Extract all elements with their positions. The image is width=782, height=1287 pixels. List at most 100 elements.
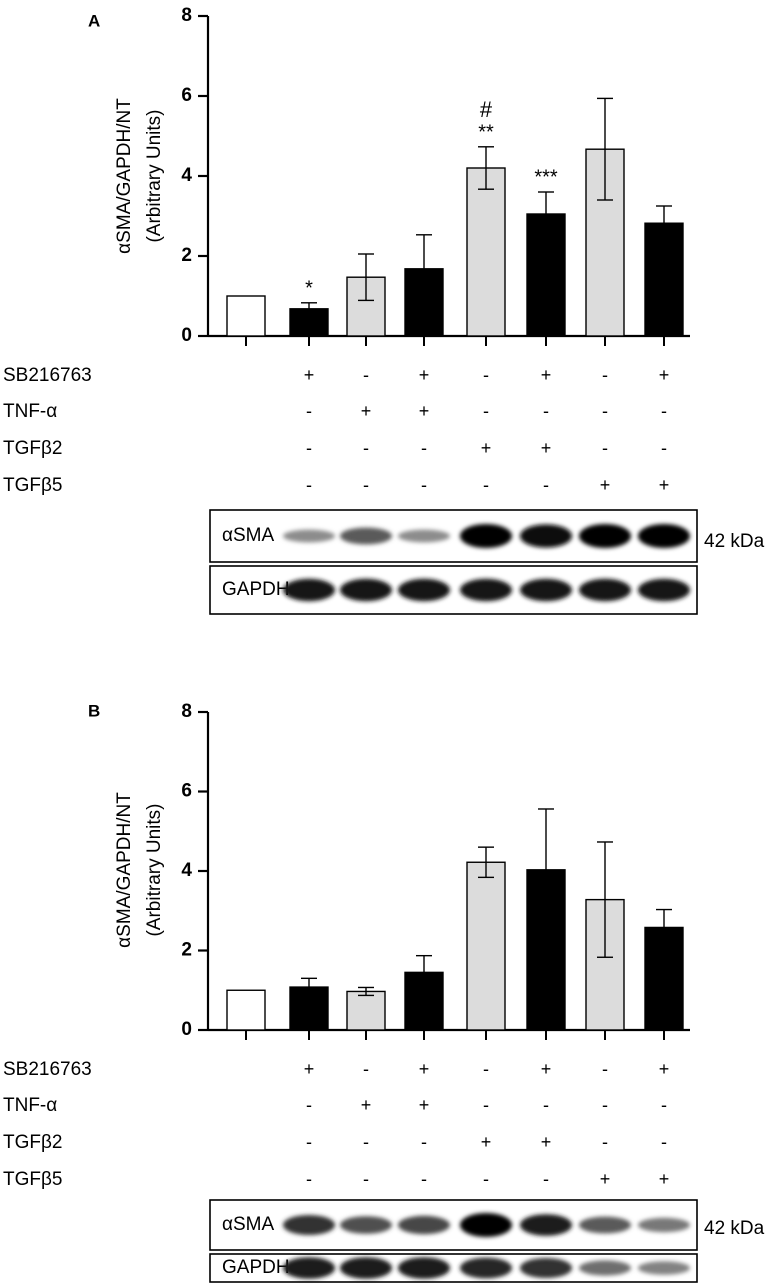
- blot-band: [460, 1213, 512, 1237]
- condition-sign: -: [483, 1169, 489, 1189]
- blot-row-label: αSMA: [222, 1214, 274, 1235]
- condition-sign: -: [363, 475, 369, 495]
- condition-sign: +: [659, 475, 670, 495]
- condition-sign: +: [304, 1059, 315, 1079]
- condition-sign: -: [483, 1095, 489, 1115]
- condition-sign: +: [419, 365, 430, 385]
- y-tick-label: 4: [181, 860, 192, 881]
- blot-band: [460, 578, 512, 602]
- blot-band: [398, 1257, 450, 1279]
- condition-sign: -: [421, 1169, 427, 1189]
- condition-sign: -: [602, 438, 608, 458]
- condition-sign: +: [600, 475, 611, 495]
- condition-sign: +: [481, 438, 492, 458]
- bar: [466, 167, 506, 337]
- blot-band: [579, 1216, 631, 1234]
- condition-sign: +: [541, 438, 552, 458]
- condition-sign: -: [543, 475, 549, 495]
- condition-label: TGFβ5: [3, 1169, 63, 1190]
- significance-marker: ***: [534, 167, 558, 189]
- condition-sign: +: [659, 365, 670, 385]
- y-tick-label: 2: [181, 940, 192, 961]
- blot-band: [638, 524, 690, 548]
- y-axis-label: αSMA/GAPDH/NT: [114, 98, 135, 254]
- condition-sign: -: [602, 1059, 608, 1079]
- blot-band: [340, 1216, 392, 1234]
- bar: [346, 276, 386, 337]
- blot-band: [283, 1215, 335, 1235]
- condition-sign: -: [661, 438, 667, 458]
- condition-sign: +: [541, 1059, 552, 1079]
- condition-label: TGFβ2: [3, 438, 63, 459]
- condition-label: TGFβ5: [3, 475, 63, 496]
- condition-sign: +: [481, 1132, 492, 1152]
- blot-band: [460, 1257, 512, 1279]
- y-tick-label: 0: [181, 1019, 192, 1040]
- blot-band: [340, 1257, 392, 1279]
- blot-band: [283, 1257, 335, 1279]
- condition-sign: -: [543, 1169, 549, 1189]
- condition-sign: +: [541, 365, 552, 385]
- condition-sign: -: [661, 401, 667, 421]
- y-tick-label: 0: [181, 325, 192, 346]
- blot-band: [340, 578, 392, 602]
- blot-row-label: GAPDH: [222, 579, 290, 600]
- blot-band: [398, 578, 450, 602]
- blot-band: [579, 578, 631, 602]
- condition-sign: -: [363, 438, 369, 458]
- condition-sign: -: [483, 401, 489, 421]
- blot-size-marker: 42 kDa: [704, 531, 765, 552]
- blot-band: [398, 529, 450, 543]
- y-tick-label: 4: [181, 165, 192, 186]
- condition-sign: -: [602, 1132, 608, 1152]
- condition-sign: -: [421, 475, 427, 495]
- condition-label: SB216763: [3, 1059, 92, 1080]
- blot-band: [638, 578, 690, 602]
- y-tick-label: 8: [181, 701, 192, 722]
- significance-marker: #: [480, 97, 493, 122]
- condition-sign: -: [306, 1095, 312, 1115]
- blot-band: [460, 524, 512, 548]
- condition-sign: -: [363, 1132, 369, 1152]
- bar: [226, 989, 266, 1031]
- condition-sign: -: [543, 1095, 549, 1115]
- condition-sign: -: [421, 438, 427, 458]
- condition-sign: +: [419, 401, 430, 421]
- blot-band: [520, 1214, 572, 1236]
- condition-sign: -: [483, 365, 489, 385]
- condition-sign: -: [543, 401, 549, 421]
- condition-sign: -: [306, 401, 312, 421]
- blot-size-marker: 42 kDa: [704, 1218, 765, 1239]
- y-tick-label: 6: [181, 85, 192, 106]
- condition-label: TNF-α: [3, 1095, 57, 1116]
- condition-sign: -: [363, 1169, 369, 1189]
- y-axis-label-units: (Arbitrary Units): [144, 803, 165, 936]
- condition-sign: +: [304, 365, 315, 385]
- condition-sign: -: [421, 1132, 427, 1152]
- blot-band: [340, 527, 392, 545]
- y-axis-label-units: (Arbitrary Units): [144, 109, 165, 242]
- condition-sign: +: [419, 1095, 430, 1115]
- blot-row-label: GAPDH: [222, 1257, 290, 1278]
- y-axis-label: αSMA/GAPDH/NT: [114, 792, 135, 948]
- condition-sign: +: [600, 1169, 611, 1189]
- condition-sign: -: [602, 1095, 608, 1115]
- blot-row-label: αSMA: [222, 525, 274, 546]
- blot-band: [638, 1261, 690, 1275]
- condition-sign: -: [483, 1059, 489, 1079]
- blot-band: [579, 1260, 631, 1276]
- condition-sign: -: [363, 365, 369, 385]
- condition-sign: -: [306, 1132, 312, 1152]
- blot-band: [520, 578, 572, 602]
- blot-band: [520, 1258, 572, 1278]
- y-tick-label: 6: [181, 781, 192, 802]
- blot-band: [283, 578, 335, 602]
- significance-marker: **: [478, 121, 494, 143]
- bar: [346, 990, 386, 1031]
- blot-band: [638, 1217, 690, 1233]
- blot-band: [283, 529, 335, 543]
- condition-sign: -: [483, 475, 489, 495]
- condition-sign: +: [659, 1169, 670, 1189]
- blot-band: [398, 1215, 450, 1235]
